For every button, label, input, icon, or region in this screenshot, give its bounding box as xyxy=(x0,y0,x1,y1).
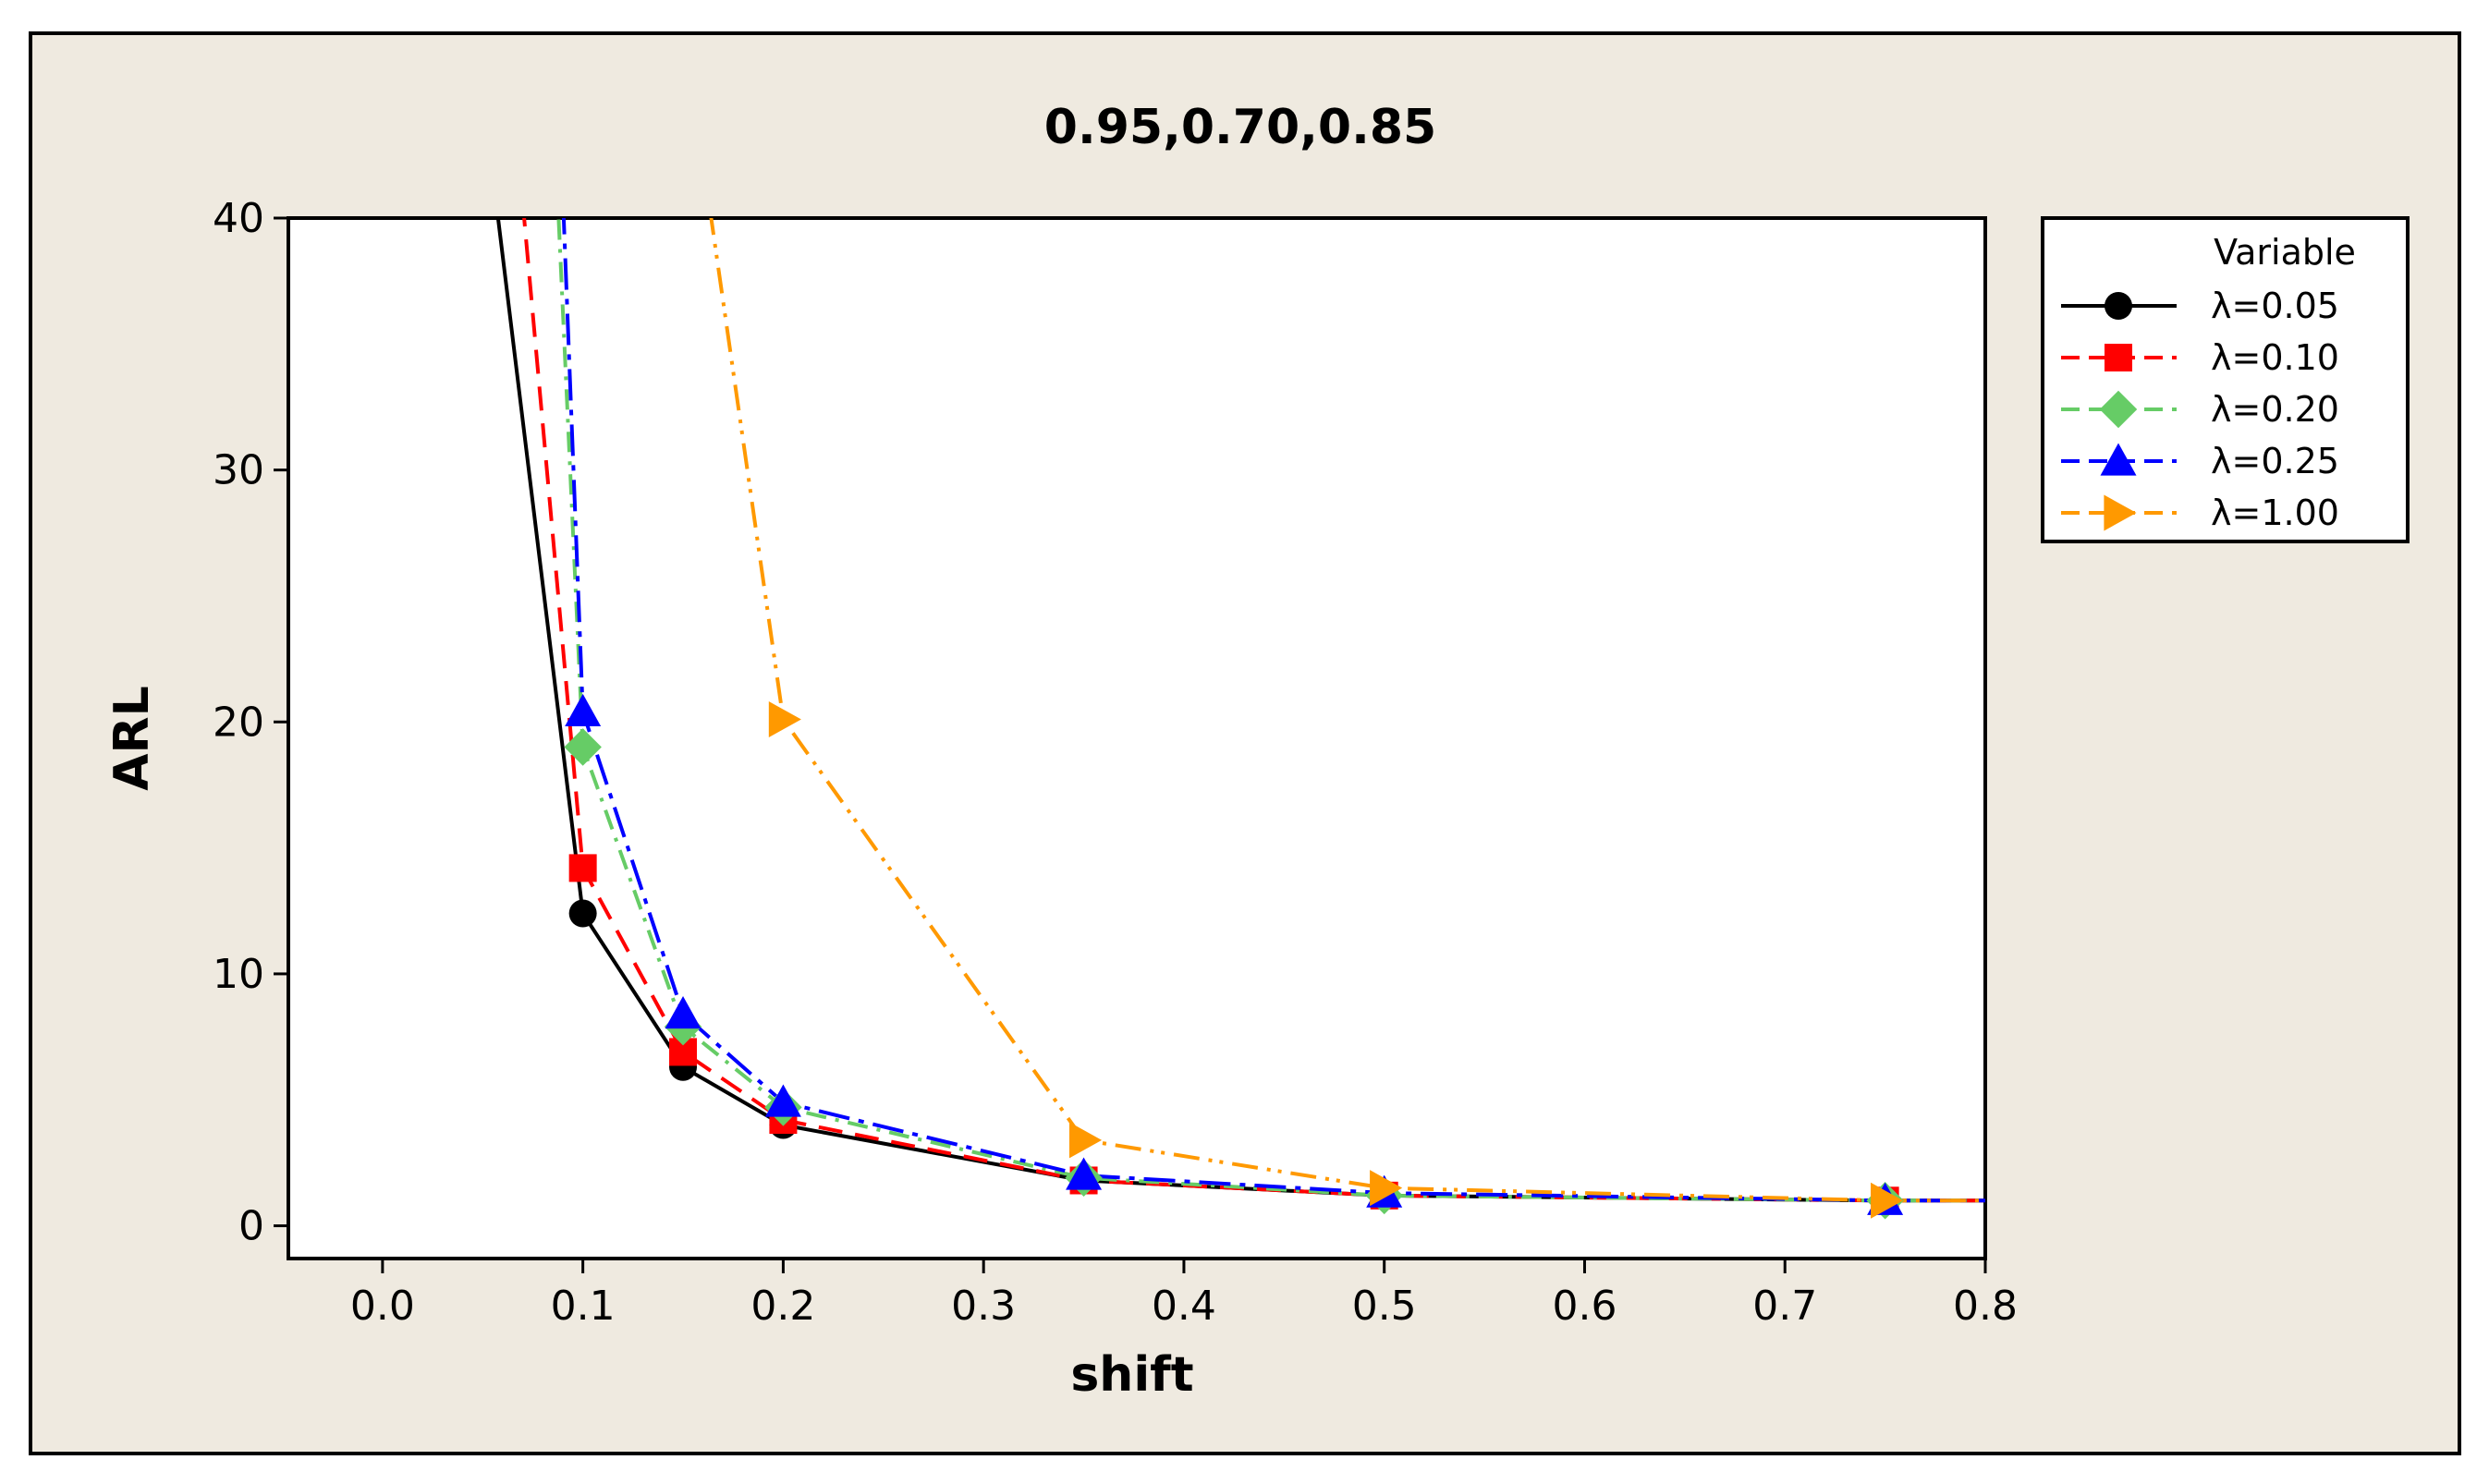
data-point-series-4 xyxy=(1871,1182,1904,1219)
y-tick-label: 40 xyxy=(213,195,264,242)
marker-layer xyxy=(564,693,1904,1220)
x-tick-label: 0.2 xyxy=(750,1283,815,1330)
x-tick-label: 0.7 xyxy=(1752,1283,1817,1330)
legend-label: λ=0.20 xyxy=(2211,389,2339,430)
y-tick-label: 20 xyxy=(213,699,264,746)
legend-box xyxy=(2041,216,2410,543)
y-axis-label: ARL xyxy=(104,686,160,790)
x-tick-label: 0.0 xyxy=(350,1283,415,1330)
data-point-series-2 xyxy=(564,728,602,766)
legend-marker xyxy=(2099,390,2138,429)
legend-marker xyxy=(2105,344,2132,371)
legend-title: Variable xyxy=(2214,232,2356,273)
legend-items: λ=0.05 λ=0.10 λ=0.20 λ=0.25 λ=1.00 xyxy=(2061,286,2339,533)
x-axis: 0.0 0.1 0.2 0.3 0.4 0.5 0.6 0.7 0.8 xyxy=(350,1259,2018,1330)
legend-label: λ=0.05 xyxy=(2211,286,2339,326)
legend-label: λ=0.25 xyxy=(2211,441,2339,481)
data-point-series-3 xyxy=(1066,1157,1103,1190)
data-point-series-1 xyxy=(568,854,597,882)
data-point-series-4 xyxy=(768,701,801,738)
x-tick-label: 0.8 xyxy=(1953,1283,2018,1330)
y-tick-label: 30 xyxy=(213,447,264,494)
series-line-3 xyxy=(561,218,1985,1203)
legend: Variable λ=0.05 λ=0.10 λ=0.20 λ=0.25 λ=1.00 xyxy=(2041,216,2410,543)
legend-marker xyxy=(2105,292,2132,320)
data-point-series-4 xyxy=(1068,1122,1103,1159)
data-point-series-4 xyxy=(1370,1170,1403,1207)
x-tick-label: 0.3 xyxy=(951,1283,1016,1330)
x-tick-label: 0.1 xyxy=(551,1283,616,1330)
y-axis: 0 10 20 30 40 xyxy=(213,195,288,1250)
plot-area xyxy=(287,216,1987,1260)
y-tick-label: 0 xyxy=(238,1203,264,1250)
series-line-2 xyxy=(556,218,1985,1203)
data-point-series-3 xyxy=(665,996,702,1029)
data-point-series-3 xyxy=(764,1084,801,1117)
x-tick-label: 0.6 xyxy=(1552,1283,1617,1330)
data-point-series-0 xyxy=(568,899,597,928)
series-line-1 xyxy=(522,218,1985,1203)
legend-label: λ=1.00 xyxy=(2211,493,2339,533)
legend-label: λ=0.10 xyxy=(2211,337,2339,378)
series-line-0 xyxy=(495,218,1985,1203)
legend-marker xyxy=(2104,494,2137,531)
x-axis-label: shift xyxy=(1070,1347,1193,1403)
legend-marker xyxy=(2100,443,2137,476)
data-point-series-3 xyxy=(565,693,602,726)
chart-title: 0.95,0.70,0.85 xyxy=(1044,100,1436,155)
y-tick-label: 10 xyxy=(213,951,264,998)
x-tick-label: 0.4 xyxy=(1152,1283,1216,1330)
x-tick-label: 0.5 xyxy=(1352,1283,1417,1330)
